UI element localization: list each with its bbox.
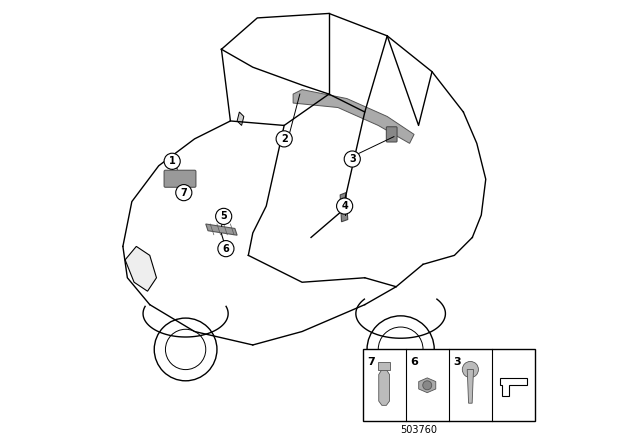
- Polygon shape: [237, 112, 244, 125]
- Polygon shape: [467, 370, 474, 403]
- Text: 7: 7: [180, 188, 187, 198]
- Polygon shape: [379, 370, 390, 405]
- Text: 4: 4: [341, 201, 348, 211]
- FancyBboxPatch shape: [387, 127, 397, 142]
- Polygon shape: [419, 378, 436, 392]
- Text: 7: 7: [367, 358, 374, 367]
- Circle shape: [164, 153, 180, 169]
- Text: 6: 6: [410, 358, 418, 367]
- Text: 2: 2: [281, 134, 287, 144]
- Polygon shape: [340, 193, 348, 222]
- Polygon shape: [293, 90, 414, 143]
- FancyBboxPatch shape: [362, 349, 535, 421]
- Circle shape: [276, 131, 292, 147]
- Circle shape: [216, 208, 232, 224]
- Circle shape: [218, 241, 234, 257]
- Circle shape: [344, 151, 360, 167]
- Text: 1: 1: [169, 156, 175, 166]
- Text: 3: 3: [453, 358, 461, 367]
- Circle shape: [462, 362, 479, 378]
- Polygon shape: [125, 246, 157, 291]
- Text: 503760: 503760: [400, 425, 437, 435]
- Text: 5: 5: [220, 211, 227, 221]
- Circle shape: [337, 198, 353, 214]
- Polygon shape: [206, 224, 237, 235]
- Text: 6: 6: [223, 244, 229, 254]
- Circle shape: [423, 381, 432, 390]
- Polygon shape: [500, 378, 527, 396]
- FancyBboxPatch shape: [164, 170, 196, 187]
- Polygon shape: [378, 362, 390, 370]
- Text: 3: 3: [349, 154, 356, 164]
- Circle shape: [176, 185, 192, 201]
